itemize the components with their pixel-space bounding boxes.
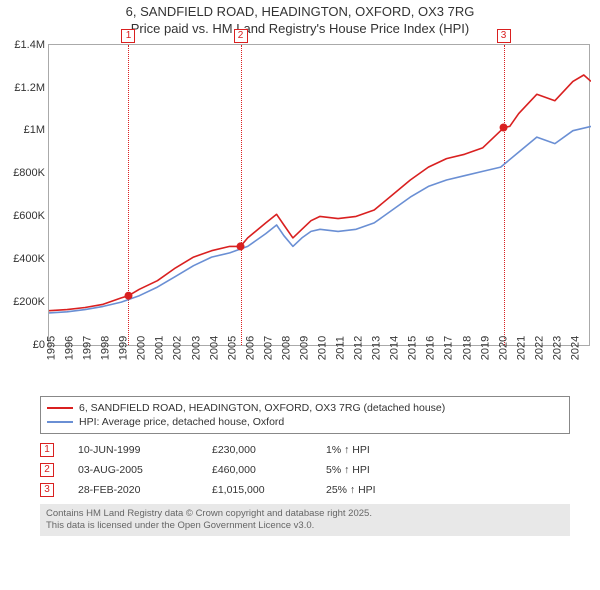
x-axis-label: 2008	[280, 336, 292, 360]
event-hpi: 1% ↑ HPI	[326, 444, 370, 456]
x-axis-label: 2015	[407, 336, 419, 360]
legend-swatch	[47, 407, 73, 409]
y-axis-label: £1.4M	[14, 39, 45, 51]
event-price: £1,015,000	[212, 484, 302, 496]
x-axis-label: 2001	[154, 336, 166, 360]
event-row: 2 03-AUG-2005 £460,000 5% ↑ HPI	[40, 460, 570, 480]
y-axis-label: £1.2M	[14, 82, 45, 94]
x-axis-label: 2016	[425, 336, 437, 360]
chart-plot-area: £0£200K£400K£600K£800K£1M£1.2M£1.4M123	[48, 44, 590, 346]
x-axis-label: 2007	[262, 336, 274, 360]
event-row: 3 28-FEB-2020 £1,015,000 25% ↑ HPI	[40, 480, 570, 500]
legend-label: 6, SANDFIELD ROAD, HEADINGTON, OXFORD, O…	[79, 402, 445, 414]
x-axis-label: 1996	[64, 336, 76, 360]
event-price: £230,000	[212, 444, 302, 456]
footer-attribution: Contains HM Land Registry data © Crown c…	[40, 504, 570, 537]
legend-row: HPI: Average price, detached house, Oxfo…	[47, 415, 563, 429]
event-marker-badge: 1	[121, 29, 135, 43]
event-marker-badge: 1	[40, 443, 54, 457]
event-hpi: 25% ↑ HPI	[326, 484, 376, 496]
chart-svg	[49, 45, 591, 345]
x-axis-label: 1998	[100, 336, 112, 360]
event-marker-badge: 2	[234, 29, 248, 43]
x-axis-label: 2005	[226, 336, 238, 360]
events-table: 1 10-JUN-1999 £230,000 1% ↑ HPI 2 03-AUG-2005…	[40, 440, 570, 500]
y-axis-label: £800K	[13, 167, 45, 179]
event-marker-dot	[237, 242, 245, 250]
x-axis-label: 2021	[515, 336, 527, 360]
x-axis-label: 2014	[389, 336, 401, 360]
event-hpi: 5% ↑ HPI	[326, 464, 370, 476]
x-axis-label: 1997	[82, 336, 94, 360]
x-axis-label: 2004	[208, 336, 220, 360]
chart-container: { "title_line1": "6, SANDFIELD ROAD, HEA…	[0, 0, 600, 590]
legend-box: 6, SANDFIELD ROAD, HEADINGTON, OXFORD, O…	[40, 396, 570, 434]
footer-line-2: This data is licensed under the Open Gov…	[46, 520, 564, 532]
x-axis-label: 2006	[244, 336, 256, 360]
x-axis-label: 2010	[317, 336, 329, 360]
footer-line-1: Contains HM Land Registry data © Crown c…	[46, 508, 564, 520]
x-axis-label: 2003	[190, 336, 202, 360]
x-axis-label: 2011	[335, 336, 347, 360]
event-date: 10-JUN-1999	[78, 444, 188, 456]
x-axis-label: 2000	[136, 336, 148, 360]
event-marker-dot	[500, 123, 508, 131]
event-marker-dot	[124, 291, 132, 299]
event-price: £460,000	[212, 464, 302, 476]
x-axis-label: 1995	[46, 336, 58, 360]
x-axis-label: 2002	[172, 336, 184, 360]
series-line-hpi	[49, 126, 591, 313]
x-axis-label: 2013	[371, 336, 383, 360]
x-axis-label: 2023	[551, 336, 563, 360]
title-line-1: 6, SANDFIELD ROAD, HEADINGTON, OXFORD, O…	[0, 4, 600, 21]
y-axis-label: £1M	[24, 124, 45, 136]
legend-row: 6, SANDFIELD ROAD, HEADINGTON, OXFORD, O…	[47, 401, 563, 415]
y-axis-label: £200K	[13, 296, 45, 308]
legend-swatch	[47, 421, 73, 423]
x-axis-label: 2022	[533, 336, 545, 360]
x-axis-label: 2018	[461, 336, 473, 360]
x-axis-label: 2017	[443, 336, 455, 360]
y-axis-label: £400K	[13, 253, 45, 265]
series-line-price_paid	[49, 75, 591, 311]
y-axis-label: £0	[33, 339, 45, 351]
x-axis-label: 2024	[570, 336, 582, 360]
x-axis-labels: 1995199619971998199920002001200220032004…	[48, 346, 590, 392]
legend-label: HPI: Average price, detached house, Oxfo…	[79, 416, 284, 428]
event-marker-badge: 3	[497, 29, 511, 43]
y-axis-label: £600K	[13, 210, 45, 222]
x-axis-label: 2009	[299, 336, 311, 360]
event-date: 03-AUG-2005	[78, 464, 188, 476]
event-row: 1 10-JUN-1999 £230,000 1% ↑ HPI	[40, 440, 570, 460]
event-marker-badge: 3	[40, 483, 54, 497]
event-marker-badge: 2	[40, 463, 54, 477]
x-axis-label: 1999	[118, 336, 130, 360]
x-axis-label: 2019	[479, 336, 491, 360]
x-axis-label: 2020	[497, 336, 509, 360]
x-axis-label: 2012	[353, 336, 365, 360]
event-date: 28-FEB-2020	[78, 484, 188, 496]
